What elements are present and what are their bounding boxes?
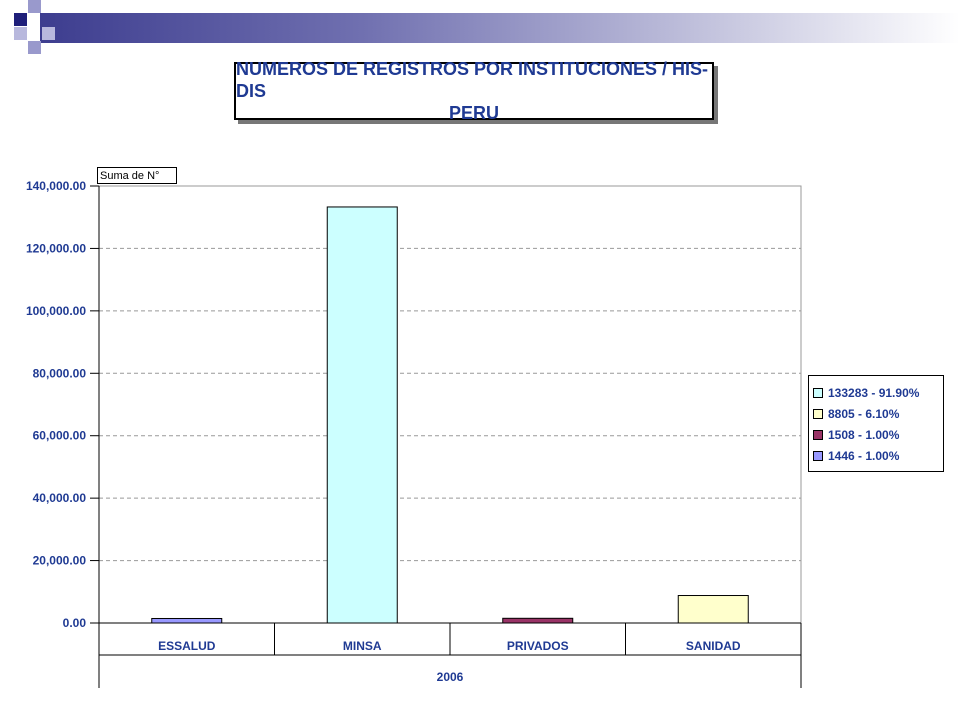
- bar-sanidad[interactable]: [677, 595, 749, 624]
- legend: 133283 - 91.90% 8805 - 6.10% 1508 - 1.00% 1…: [808, 375, 944, 472]
- legend-item[interactable]: 133283 - 91.90%: [813, 382, 939, 403]
- legend-label: 8805 - 6.10%: [828, 406, 900, 421]
- legend-swatch: [813, 429, 823, 440]
- group-label: 2006: [437, 670, 464, 684]
- legend-swatch: [813, 387, 823, 398]
- header-square-light: [28, 0, 41, 13]
- y-tick-label: 40,000.00: [33, 491, 87, 505]
- legend-swatch: [813, 450, 823, 461]
- y-tick-label: 20,000.00: [33, 554, 87, 568]
- y-tick-label: 80,000.00: [33, 366, 87, 380]
- bars: [151, 206, 749, 624]
- chart-title-line2: PERU: [448, 103, 499, 123]
- y-tick-label: 140,000.00: [26, 179, 86, 193]
- legend-swatch: [813, 408, 823, 419]
- legend-item[interactable]: 1508 - 1.00%: [813, 424, 939, 445]
- category-label: MINSA: [343, 639, 382, 653]
- legend-item[interactable]: 8805 - 6.10%: [813, 403, 939, 424]
- bar-minsa[interactable]: [326, 206, 398, 624]
- header-square-light: [28, 41, 41, 54]
- legend-item[interactable]: 1446 - 1.00%: [813, 445, 939, 466]
- header-band: [40, 13, 960, 43]
- category-axis: ESSALUD MINSA PRIVADOS SANIDAD 2006: [98, 186, 802, 688]
- legend-label: 1508 - 1.00%: [828, 427, 900, 442]
- header-square-light: [14, 27, 27, 40]
- bar-essalud[interactable]: [151, 617, 223, 624]
- y-tick-label: 0.00: [63, 616, 87, 630]
- y-tick-label: 100,000.00: [26, 304, 86, 318]
- header-square-dark: [14, 13, 27, 26]
- chart-title: NUMEROS DE REGISTROS POR INSTITUCIONES /…: [234, 59, 714, 123]
- gridlines: [99, 185, 801, 562]
- bar-privados[interactable]: [502, 617, 574, 624]
- y-tick-label: 60,000.00: [33, 429, 87, 443]
- chart-title-line1: NUMEROS DE REGISTROS POR INSTITUCIONES /…: [236, 59, 709, 101]
- legend-label: 133283 - 91.90%: [828, 385, 920, 400]
- category-label: PRIVADOS: [507, 639, 569, 653]
- legend-label: 1446 - 1.00%: [828, 448, 900, 463]
- header-square-light: [42, 27, 55, 40]
- y-tick-label: 120,000.00: [26, 241, 86, 255]
- category-label: ESSALUD: [158, 639, 216, 653]
- field-button-label[interactable]: Suma de N°: [97, 167, 177, 184]
- plot-area: [98, 185, 802, 624]
- y-axis-ticks: 0.00 20,000.00 40,000.00 60,000.00 80,000.00…: [26, 179, 99, 630]
- category-label: SANIDAD: [686, 639, 741, 653]
